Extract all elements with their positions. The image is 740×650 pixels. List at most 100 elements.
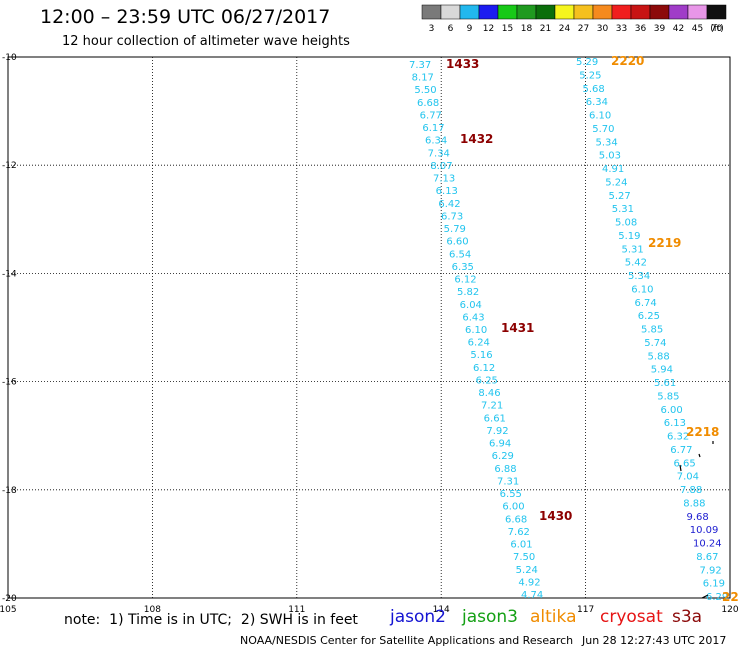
wave-height-value: 6.24 bbox=[468, 338, 490, 349]
wave-height-value: 10.09 bbox=[690, 525, 719, 536]
wave-height-value: 5.29 bbox=[576, 57, 598, 68]
wave-height-value: 4.91 bbox=[602, 164, 624, 175]
legend-label: 9 bbox=[467, 24, 473, 34]
legend-swatch bbox=[497, 4, 518, 20]
track-time-label: 1430 bbox=[539, 509, 572, 523]
wave-height-value: 5.31 bbox=[612, 204, 634, 215]
track-time-label: 2219 bbox=[648, 236, 681, 250]
wave-height-value: 6.65 bbox=[674, 458, 696, 469]
wave-height-value: 8.17 bbox=[412, 73, 434, 84]
track-time-label: 2220 bbox=[611, 54, 644, 68]
lon-label: 105 bbox=[0, 605, 17, 615]
wave-height-value: 6.32 bbox=[667, 432, 689, 443]
legend-label: 45 bbox=[692, 24, 703, 34]
wave-height-value: 6.34 bbox=[425, 136, 447, 147]
wave-height-value: 7.31 bbox=[497, 476, 519, 487]
wave-height-value: 7.50 bbox=[513, 552, 535, 563]
wave-height-value: 7.92 bbox=[486, 426, 508, 437]
legend-label: 33 bbox=[616, 24, 627, 34]
lat-label: -12 bbox=[2, 161, 17, 171]
wave-height-value: 6.34 bbox=[586, 97, 608, 108]
wave-height-value: 7.21 bbox=[481, 401, 503, 412]
legend-swatch bbox=[440, 4, 461, 20]
legend-swatch bbox=[706, 4, 727, 20]
lon-label: 111 bbox=[288, 605, 305, 615]
wave-height-value: 5.85 bbox=[657, 391, 679, 402]
island-outline bbox=[701, 594, 709, 599]
wave-height-value: 5.68 bbox=[583, 84, 605, 95]
legend-label: 3 bbox=[429, 24, 435, 34]
legend-label: 21 bbox=[540, 24, 551, 34]
legend-label: 36 bbox=[635, 24, 647, 34]
generation-timestamp: Jun 28 12:27:43 UTC 2017 bbox=[582, 634, 727, 647]
legend-unit: (ft) bbox=[710, 24, 724, 34]
wave-height-value: 6.19 bbox=[703, 579, 725, 590]
wave-height-value: 9.68 bbox=[687, 512, 709, 523]
wave-height-value: 6.35 bbox=[452, 262, 474, 273]
wave-height-value: 6.01 bbox=[510, 540, 532, 551]
wave-height-value: 5.25 bbox=[579, 70, 601, 81]
track-time-label: 22 bbox=[722, 590, 739, 604]
wave-height-value: 8.67 bbox=[696, 552, 718, 563]
track-b: 5.29 5.25 5.68 6.34 6.10 5.70 5.34 5.03 4.91 5.24… bbox=[576, 54, 739, 604]
track-time-label: 1433 bbox=[446, 57, 479, 71]
legend-label: 12 bbox=[483, 24, 494, 34]
wave-height-value: 6.77 bbox=[670, 445, 692, 456]
legend-swatch bbox=[421, 4, 442, 20]
wave-height-value: 5.85 bbox=[641, 325, 663, 336]
island-outline bbox=[679, 464, 682, 472]
wave-height-value: 5.34 bbox=[628, 271, 650, 282]
wave-height-value: 6.29 bbox=[706, 592, 728, 603]
wave-height-value: 7.92 bbox=[700, 565, 722, 576]
wave-height-value: 5.79 bbox=[444, 224, 466, 235]
legend-label: 6 bbox=[448, 24, 454, 34]
legend-swatch bbox=[611, 4, 632, 20]
island-outline bbox=[698, 453, 701, 458]
lat-label: -18 bbox=[2, 486, 17, 496]
wave-height-value: 5.16 bbox=[470, 350, 492, 361]
lon-label: 117 bbox=[577, 605, 594, 615]
frame-border bbox=[7, 56, 731, 599]
wave-height-value: 5.24 bbox=[605, 177, 627, 188]
wave-height-value: 6.68 bbox=[505, 514, 527, 525]
satellite-label-jason3: jason3 bbox=[462, 607, 518, 627]
wave-height-value: 6.61 bbox=[484, 413, 506, 424]
lat-label: -16 bbox=[2, 378, 17, 388]
wave-height-value: 5.88 bbox=[648, 351, 670, 362]
footer-note: note: 1) Time is in UTC; 2) SWH is in fe… bbox=[64, 612, 358, 628]
legend-label: 18 bbox=[521, 24, 533, 34]
wave-height-value: 6.60 bbox=[446, 237, 468, 248]
wave-height-value: 6.29 bbox=[492, 451, 514, 462]
legend-swatch bbox=[630, 4, 651, 20]
wave-height-value: 6.10 bbox=[465, 325, 487, 336]
credit-text: NOAA/NESDIS Center for Satellite Applica… bbox=[240, 634, 574, 647]
track-time-label: 2218 bbox=[686, 425, 719, 439]
wave-height-value: 8.88 bbox=[683, 498, 705, 509]
wave-height-value: 6.00 bbox=[502, 502, 524, 513]
satellite-label-cryosat: cryosat bbox=[600, 607, 663, 627]
legend-swatch bbox=[649, 4, 670, 20]
wave-height-value: 7.04 bbox=[677, 472, 699, 483]
wave-height-value: 10.24 bbox=[693, 539, 722, 550]
wave-height-value: 6.12 bbox=[473, 363, 495, 374]
track-time-label: 1431 bbox=[501, 321, 534, 335]
wave-height-value: 7.37 bbox=[409, 60, 431, 71]
legend-swatch bbox=[668, 4, 689, 20]
legend-swatch bbox=[554, 4, 575, 20]
wave-height-value: 6.13 bbox=[664, 418, 686, 429]
wave-height-value: 6.88 bbox=[494, 464, 516, 475]
lon-label: 108 bbox=[144, 605, 161, 615]
wave-height-value: 5.74 bbox=[644, 338, 666, 349]
track-a: 7.378.175.506.686.776.176.347.348.077.13… bbox=[409, 57, 572, 601]
legend-swatch bbox=[535, 4, 556, 20]
satellite-label-jason2: jason2 bbox=[390, 607, 446, 627]
legend-swatch bbox=[516, 4, 537, 20]
wave-height-value: 4.92 bbox=[518, 577, 540, 588]
wave-height-value: 6.42 bbox=[438, 199, 460, 210]
wave-height-value: 7.88 bbox=[680, 485, 702, 496]
legend-swatch bbox=[592, 4, 613, 20]
legend-label: 27 bbox=[578, 24, 589, 34]
wave-height-value: 6.00 bbox=[661, 405, 683, 416]
wave-height-value: 6.25 bbox=[638, 311, 660, 322]
